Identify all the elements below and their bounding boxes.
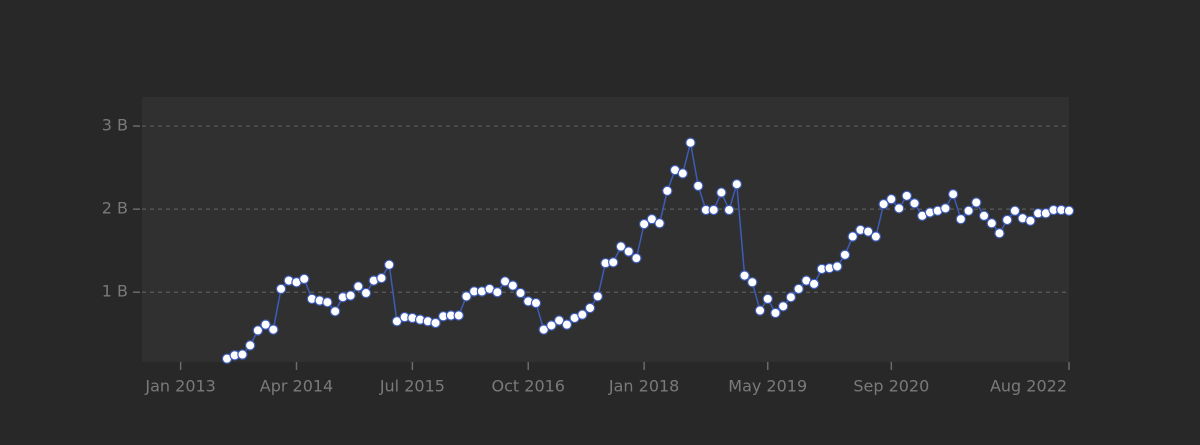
point xyxy=(847,231,858,242)
point xyxy=(322,296,333,308)
x-tick-label: May 2019 xyxy=(728,377,807,396)
point xyxy=(978,210,990,221)
point xyxy=(623,246,634,257)
point xyxy=(252,325,264,336)
point xyxy=(360,287,372,299)
point xyxy=(878,198,889,210)
point xyxy=(515,287,526,299)
point xyxy=(754,305,766,316)
point xyxy=(785,292,797,303)
point xyxy=(631,252,642,264)
point xyxy=(731,179,743,190)
point xyxy=(615,241,627,252)
point xyxy=(268,324,279,335)
x-tick-label: Apr 2014 xyxy=(260,377,333,396)
point xyxy=(762,293,773,305)
point xyxy=(955,213,967,225)
point xyxy=(893,203,905,214)
point xyxy=(739,270,750,281)
point xyxy=(685,137,696,148)
point xyxy=(260,319,271,330)
y-tick-label: 1 B xyxy=(102,282,128,301)
point xyxy=(530,297,542,309)
point xyxy=(886,193,897,205)
point xyxy=(716,187,727,198)
point xyxy=(747,277,758,288)
point xyxy=(777,301,789,312)
point xyxy=(808,278,820,290)
point xyxy=(461,291,472,302)
point xyxy=(940,203,951,214)
x-tick-label: Sep 2020 xyxy=(853,377,929,396)
point xyxy=(770,307,781,319)
point xyxy=(1025,215,1036,226)
x-tick-label: Jul 2015 xyxy=(379,377,445,396)
point xyxy=(453,310,464,321)
point xyxy=(430,317,441,329)
point xyxy=(507,280,518,291)
point xyxy=(832,261,843,272)
point xyxy=(793,283,804,295)
point xyxy=(376,272,387,284)
point xyxy=(329,306,341,317)
point xyxy=(275,283,287,295)
y-tick-label: 3 B xyxy=(102,116,128,135)
point xyxy=(994,228,1005,239)
point xyxy=(577,309,588,320)
point xyxy=(708,204,719,216)
point xyxy=(353,281,364,292)
point xyxy=(723,204,735,216)
point xyxy=(592,291,603,302)
y-tick-label: 2 B xyxy=(102,199,128,218)
point xyxy=(561,319,573,330)
point xyxy=(492,287,503,298)
point xyxy=(986,218,997,229)
point xyxy=(237,349,248,360)
point xyxy=(839,249,851,261)
point xyxy=(546,320,557,331)
point xyxy=(662,185,673,197)
point xyxy=(384,259,395,271)
point xyxy=(693,180,704,192)
x-tick-label: Oct 2016 xyxy=(492,377,565,396)
point xyxy=(901,190,912,202)
point xyxy=(345,290,356,301)
x-tick-label: Jan 2018 xyxy=(608,377,679,396)
point xyxy=(638,218,650,230)
point xyxy=(1063,205,1075,217)
point xyxy=(870,231,882,242)
point xyxy=(584,302,596,314)
point xyxy=(299,273,310,285)
point xyxy=(1009,205,1021,217)
point xyxy=(244,340,256,351)
point xyxy=(963,205,974,217)
plot-area xyxy=(142,97,1069,362)
point xyxy=(654,218,665,229)
point xyxy=(862,226,874,237)
point xyxy=(677,168,688,179)
x-tick-label: Aug 2022 xyxy=(990,377,1067,396)
point xyxy=(608,257,619,268)
point xyxy=(1002,214,1013,226)
x-tick-label: Jan 2013 xyxy=(144,377,215,396)
point xyxy=(947,188,959,200)
point xyxy=(971,197,982,208)
point xyxy=(909,198,920,209)
